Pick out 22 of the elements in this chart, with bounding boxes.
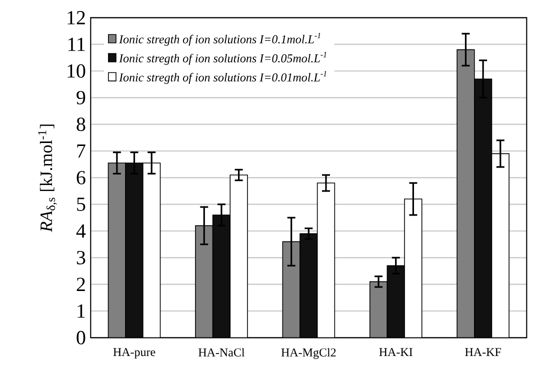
y-tick-label: 6 xyxy=(76,170,86,184)
legend-label: Ionic stregth of ion solutions I=0.1mol.L$^{-1}$ xyxy=(119,32,320,46)
y-axis-title: RA$_{δ,s}$ [kJ.mol$^{-1}$] xyxy=(38,124,57,232)
x-tick-label: HA-KF xyxy=(465,348,501,356)
y-tick-label: 2 xyxy=(76,278,85,291)
x-tick-label: HA-NaCl xyxy=(198,348,245,357)
y-tick-label: 4 xyxy=(76,224,86,238)
x-tick-label: HA-MgCl2 xyxy=(281,348,336,359)
y-tick-label: 10 xyxy=(68,64,86,78)
x-tick-label: HA-pure xyxy=(113,348,156,359)
y-tick-label: 7 xyxy=(77,144,86,158)
y-tick-label: 0 xyxy=(76,330,86,344)
x-tick-label: HA-KI xyxy=(379,348,412,356)
y-tick-label: 1 xyxy=(78,304,85,318)
y-tick-label: 11 xyxy=(68,38,85,51)
legend-label: Ionic stregth of ion solutions I=0.01mol.L$^{-1}$ xyxy=(119,70,326,84)
y-tick-label: 8 xyxy=(76,118,86,132)
y-tick-label: 5 xyxy=(77,198,86,211)
y-tick-label: 3 xyxy=(76,250,86,264)
legend-label: Ionic stregth of ion solutions I=0.05mol.L$^{-1}$ xyxy=(119,52,326,65)
y-tick-label: 9 xyxy=(76,90,86,104)
y-tick-label: 12 xyxy=(68,11,85,24)
